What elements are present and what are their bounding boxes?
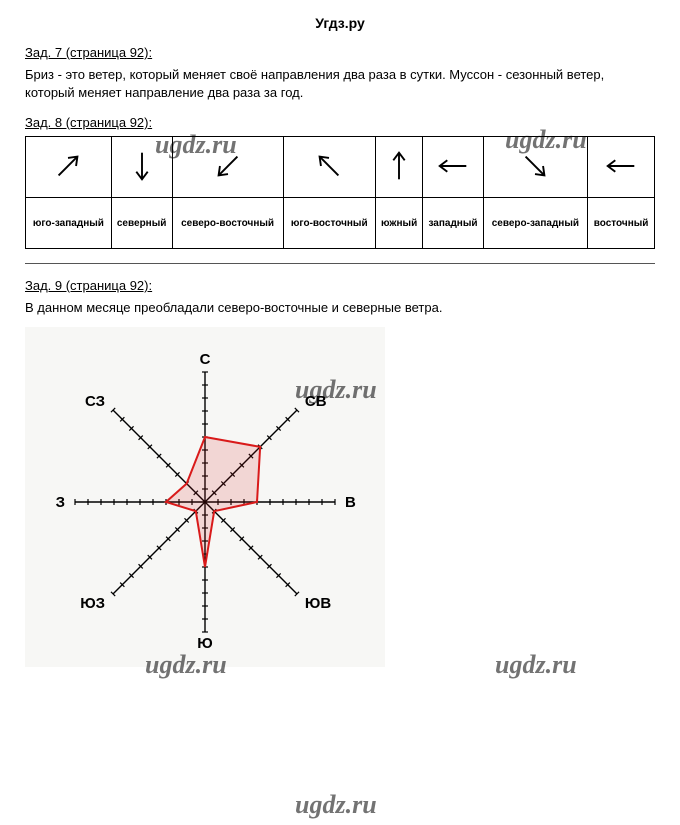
svg-text:С: С bbox=[200, 351, 211, 368]
arrow-icon bbox=[310, 147, 348, 185]
label-cell: южный bbox=[375, 198, 422, 249]
arrow-icon bbox=[209, 147, 247, 185]
arrow-cell bbox=[283, 137, 375, 198]
label-cell: северо-восточный bbox=[172, 198, 283, 249]
label-cell: северный bbox=[111, 198, 172, 249]
watermark-text: ugdz.ru bbox=[495, 650, 577, 680]
wind-rose-chart: С СВ В ЮВ Ю ЮЗ З СЗ bbox=[25, 327, 385, 667]
task8-heading: Зад. 8 (страница 92): bbox=[25, 115, 655, 130]
svg-text:В: В bbox=[345, 494, 356, 511]
arrow-icon bbox=[123, 147, 161, 185]
label-cell: юго-восточный bbox=[283, 198, 375, 249]
task7-text: Бриз - это ветер, который меняет своё на… bbox=[25, 66, 655, 101]
svg-text:З: З bbox=[56, 494, 65, 511]
separator bbox=[25, 263, 655, 264]
arrow-cell bbox=[111, 137, 172, 198]
table-row-labels: юго-западныйсеверныйсеверо-восточныйюго-… bbox=[26, 198, 655, 249]
task8-table: юго-западныйсеверныйсеверо-восточныйюго-… bbox=[25, 136, 655, 249]
arrow-icon bbox=[380, 147, 418, 185]
task9-text: В данном месяце преобладали северо-восто… bbox=[25, 299, 655, 317]
table-row-arrows bbox=[26, 137, 655, 198]
arrow-icon bbox=[516, 147, 554, 185]
arrow-icon bbox=[602, 147, 640, 185]
svg-text:ЮВ: ЮВ bbox=[305, 595, 331, 612]
label-cell: восточный bbox=[588, 198, 655, 249]
arrow-cell bbox=[423, 137, 483, 198]
arrow-cell bbox=[172, 137, 283, 198]
label-cell: северо-западный bbox=[483, 198, 588, 249]
arrow-cell bbox=[483, 137, 588, 198]
svg-text:ЮЗ: ЮЗ bbox=[80, 595, 105, 612]
svg-text:СЗ: СЗ bbox=[85, 393, 105, 410]
arrow-cell bbox=[26, 137, 112, 198]
arrow-cell bbox=[375, 137, 422, 198]
wind-rose-svg: С СВ В ЮВ Ю ЮЗ З СЗ bbox=[25, 327, 385, 667]
svg-text:Ю: Ю bbox=[197, 635, 212, 652]
arrow-icon bbox=[434, 147, 472, 185]
task7-heading: Зад. 7 (страница 92): bbox=[25, 45, 655, 60]
arrow-cell bbox=[588, 137, 655, 198]
arrow-icon bbox=[49, 147, 87, 185]
watermark-text: ugdz.ru bbox=[295, 790, 377, 820]
page-title: Угдз.ру bbox=[25, 15, 655, 31]
task9-heading: Зад. 9 (страница 92): bbox=[25, 278, 655, 293]
svg-text:СВ: СВ bbox=[305, 393, 327, 410]
label-cell: западный bbox=[423, 198, 483, 249]
page: Угдз.ру Зад. 7 (страница 92): Бриз - это… bbox=[25, 15, 655, 667]
label-cell: юго-западный bbox=[26, 198, 112, 249]
